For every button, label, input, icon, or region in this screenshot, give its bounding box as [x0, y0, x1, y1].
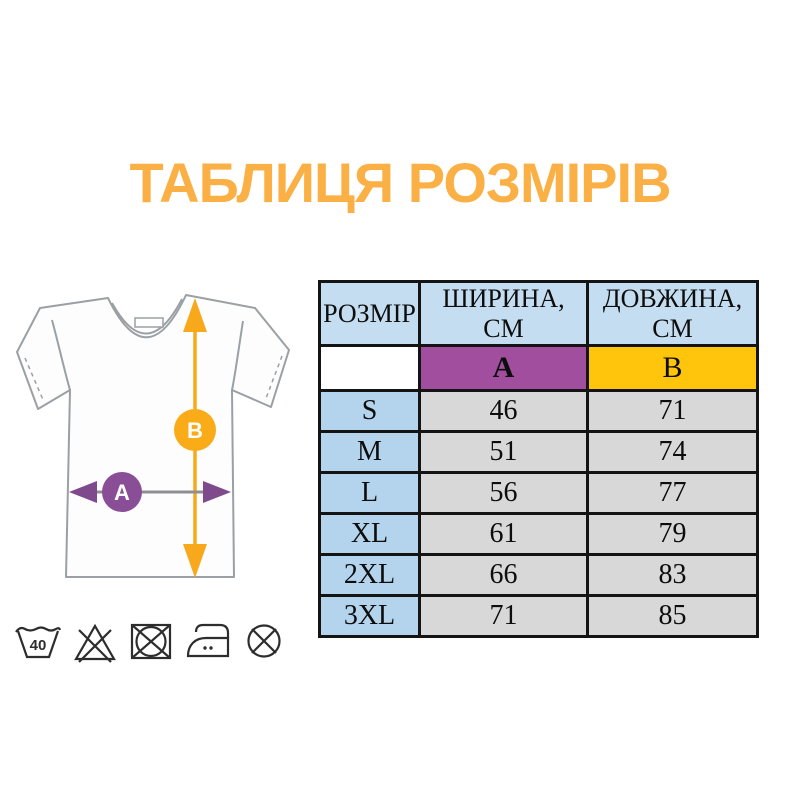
size-table: РОЗМІР ШИРИНА, СМ ДОВЖИНА, СМ A B S 46 7…	[318, 280, 759, 638]
tshirt-measurement-diagram: A B	[5, 278, 305, 608]
wash-at-40-icon: 40	[14, 616, 62, 666]
header-width: ШИРИНА, СМ	[418, 280, 589, 347]
length-cell: 74	[586, 430, 759, 474]
marker-b-cell: B	[586, 344, 759, 392]
marker-a-cell: A	[418, 344, 589, 392]
table-row: M 51 74	[318, 430, 759, 474]
size-cell: XL	[318, 512, 421, 556]
width-cell: 66	[418, 553, 589, 597]
length-marker-label: B	[187, 418, 203, 443]
size-cell: 2XL	[318, 553, 421, 597]
length-cell: 79	[586, 512, 759, 556]
table-row: 2XL 66 83	[318, 553, 759, 597]
table-row: S 46 71	[318, 389, 759, 433]
size-cell: L	[318, 471, 421, 515]
header-size: РОЗМІР	[318, 280, 421, 347]
header-length: ДОВЖИНА, СМ	[586, 280, 759, 347]
width-cell: 46	[418, 389, 589, 433]
width-cell: 56	[418, 471, 589, 515]
width-cell: 51	[418, 430, 589, 474]
care-symbols-row: 40	[14, 616, 288, 666]
table-header-row: РОЗМІР ШИРИНА, СМ ДОВЖИНА, СМ	[318, 280, 759, 347]
table-row: 3XL 71 85	[318, 594, 759, 638]
blank-cell	[318, 344, 421, 392]
marker-row: A B	[318, 344, 759, 392]
do-not-tumble-dry-icon	[127, 616, 175, 666]
do-not-dry-clean-icon	[240, 616, 288, 666]
wash-temp-label: 40	[30, 637, 47, 654]
width-cell: 71	[418, 594, 589, 638]
table-row: L 56 77	[318, 471, 759, 515]
width-marker-badge: A	[102, 472, 142, 512]
collar-label	[134, 317, 164, 328]
do-not-bleach-icon	[71, 616, 119, 666]
table-row: XL 61 79	[318, 512, 759, 556]
width-marker-label: A	[114, 480, 130, 505]
page-title: ТАБЛИЦЯ РОЗМІРІВ	[129, 151, 671, 214]
size-cell: M	[318, 430, 421, 474]
size-cell: 3XL	[318, 594, 421, 638]
length-marker-badge: B	[174, 409, 216, 451]
width-cell: 61	[418, 512, 589, 556]
size-cell: S	[318, 389, 421, 433]
length-cell: 71	[586, 389, 759, 433]
length-cell: 83	[586, 553, 759, 597]
size-table-container: РОЗМІР ШИРИНА, СМ ДОВЖИНА, СМ A B S 46 7…	[318, 280, 759, 638]
length-cell: 85	[586, 594, 759, 638]
length-cell: 77	[586, 471, 759, 515]
iron-icon	[184, 616, 232, 666]
tshirt-icon: A B	[16, 294, 290, 578]
